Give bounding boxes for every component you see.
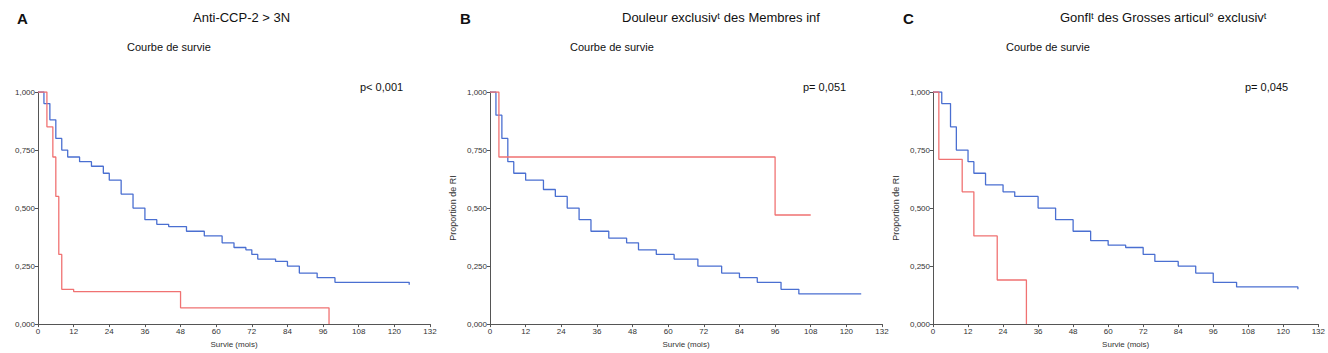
svg-text:Survie (mois): Survie (mois) (1102, 340, 1149, 349)
svg-text:24: 24 (105, 327, 114, 336)
svg-text:Courbe de survie: Courbe de survie (1006, 41, 1090, 53)
svg-text:96: 96 (319, 327, 328, 336)
svg-text:0: 0 (488, 327, 493, 336)
svg-text:Survie (mois): Survie (mois) (210, 340, 257, 349)
svg-text:36: 36 (140, 327, 149, 336)
svg-text:120: 120 (388, 327, 402, 336)
svg-text:0,000: 0,000 (15, 320, 36, 329)
svg-text:48: 48 (1069, 327, 1078, 336)
svg-text:84: 84 (1174, 327, 1183, 336)
svg-text:Gonflᵗ des Grosses articul° ex: Gonflᵗ des Grosses articul° exclusivᵗ (1060, 10, 1267, 25)
svg-text:0,000: 0,000 (910, 320, 931, 329)
svg-text:84: 84 (735, 327, 744, 336)
svg-text:Courbe de survie: Courbe de survie (127, 41, 211, 53)
svg-text:p< 0,001: p< 0,001 (360, 81, 403, 93)
svg-text:C: C (903, 10, 914, 27)
svg-text:B: B (460, 10, 471, 27)
svg-text:48: 48 (176, 327, 185, 336)
svg-text:60: 60 (664, 327, 673, 336)
svg-text:36: 36 (1034, 327, 1043, 336)
svg-text:60: 60 (212, 327, 221, 336)
svg-text:108: 108 (352, 327, 366, 336)
svg-text:108: 108 (804, 327, 818, 336)
svg-text:12: 12 (964, 327, 973, 336)
svg-text:p= 0,045: p= 0,045 (1245, 81, 1288, 93)
svg-text:Proportion de RI: Proportion de RI (891, 175, 901, 241)
svg-text:1,000: 1,000 (910, 88, 931, 97)
svg-text:72: 72 (699, 327, 708, 336)
svg-text:72: 72 (247, 327, 256, 336)
svg-text:132: 132 (1312, 327, 1326, 336)
svg-text:0,500: 0,500 (467, 204, 488, 213)
svg-text:48: 48 (628, 327, 637, 336)
svg-text:120: 120 (1277, 327, 1291, 336)
svg-text:Courbe de survie: Courbe de survie (570, 41, 654, 53)
svg-text:84: 84 (283, 327, 292, 336)
svg-text:96: 96 (771, 327, 780, 336)
svg-text:1,000: 1,000 (467, 88, 488, 97)
svg-text:p= 0,051: p= 0,051 (803, 81, 846, 93)
svg-text:0,500: 0,500 (910, 204, 931, 213)
svg-text:24: 24 (999, 327, 1008, 336)
svg-text:60: 60 (1104, 327, 1113, 336)
svg-text:12: 12 (521, 327, 530, 336)
svg-text:0,000: 0,000 (467, 320, 488, 329)
svg-text:0,250: 0,250 (15, 262, 36, 271)
svg-text:0,250: 0,250 (910, 262, 931, 271)
svg-text:Survie (mois): Survie (mois) (662, 340, 709, 349)
svg-text:132: 132 (875, 327, 889, 336)
svg-text:120: 120 (840, 327, 854, 336)
svg-text:0: 0 (931, 327, 936, 336)
svg-text:12: 12 (69, 327, 78, 336)
svg-text:96: 96 (1209, 327, 1218, 336)
svg-text:0,250: 0,250 (467, 262, 488, 271)
svg-text:0,750: 0,750 (15, 146, 36, 155)
svg-text:132: 132 (423, 327, 437, 336)
svg-text:0,500: 0,500 (15, 204, 36, 213)
svg-text:72: 72 (1139, 327, 1148, 336)
svg-text:Proportion de RI: Proportion de RI (448, 175, 458, 241)
svg-text:Anti-CCP-2 > 3N: Anti-CCP-2 > 3N (193, 10, 290, 25)
svg-text:108: 108 (1242, 327, 1256, 336)
svg-text:0,750: 0,750 (467, 146, 488, 155)
svg-text:Douleur exclusivᵗ des Membres: Douleur exclusivᵗ des Membres inf (622, 10, 820, 25)
svg-text:A: A (17, 10, 28, 27)
svg-text:24: 24 (557, 327, 566, 336)
svg-text:36: 36 (592, 327, 601, 336)
svg-text:0: 0 (36, 327, 41, 336)
svg-text:0,750: 0,750 (910, 146, 931, 155)
svg-text:1,000: 1,000 (15, 88, 36, 97)
